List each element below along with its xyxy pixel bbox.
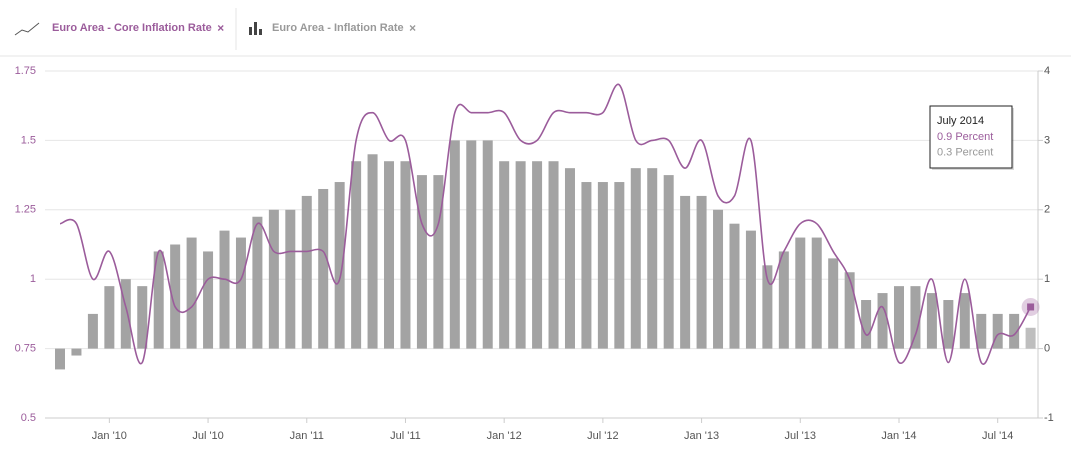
bar xyxy=(795,237,806,349)
bar xyxy=(235,237,246,349)
bar xyxy=(910,286,921,349)
bar xyxy=(400,161,411,349)
bar xyxy=(614,182,625,349)
bar xyxy=(318,188,329,349)
bar xyxy=(548,161,559,349)
bar xyxy=(416,175,427,349)
tooltip-title: July 2014 xyxy=(937,115,984,127)
bar xyxy=(55,348,65,370)
bar xyxy=(680,195,691,349)
line-icon xyxy=(14,22,40,36)
tab-bar xyxy=(0,0,1071,56)
tooltip-box xyxy=(929,105,1013,169)
bar xyxy=(71,348,82,356)
y2-tick-label: 0 xyxy=(1044,343,1050,355)
x-tick-label: Jul '13 xyxy=(785,430,816,442)
y-tick-label: 0.5 xyxy=(21,412,36,424)
bar xyxy=(828,258,839,349)
y-tick-label: 1.75 xyxy=(15,65,36,77)
tooltip-line: 0.3 Percent xyxy=(937,146,993,158)
bar xyxy=(482,140,493,349)
x-tick-label: Jul '14 xyxy=(982,430,1013,442)
x-tick-label: Jan '13 xyxy=(684,430,719,442)
bar xyxy=(532,161,543,349)
bar xyxy=(861,300,872,349)
y-tick-label: 1.5 xyxy=(21,134,36,146)
bar xyxy=(499,161,510,349)
y2-tick-label: -1 xyxy=(1044,412,1054,424)
x-tick-label: Jan '10 xyxy=(92,430,127,442)
bar xyxy=(1025,327,1036,349)
bar xyxy=(647,168,658,349)
bar xyxy=(778,251,789,349)
x-tick-label: Jan '12 xyxy=(487,430,522,442)
tooltip-line: 0.9 Percent xyxy=(937,131,993,143)
bar xyxy=(696,195,707,349)
bar xyxy=(351,161,362,349)
bar xyxy=(301,195,312,349)
bar xyxy=(170,244,181,349)
bar xyxy=(877,293,888,349)
bar xyxy=(449,140,460,349)
x-tick-label: Jul '11 xyxy=(390,430,421,442)
bar xyxy=(268,209,279,349)
bar-icon xyxy=(249,22,262,35)
bar xyxy=(203,251,214,349)
line xyxy=(59,83,1032,365)
bar xyxy=(186,237,197,349)
y-tick-label: 0.75 xyxy=(15,343,36,355)
hover-marker xyxy=(1027,303,1035,311)
bar xyxy=(943,300,954,349)
bar xyxy=(564,168,575,349)
bar xyxy=(811,237,822,349)
bar xyxy=(87,313,98,349)
bar xyxy=(959,293,970,349)
bar xyxy=(153,251,164,349)
bar xyxy=(1009,313,1020,349)
x-tick-label: Jul '10 xyxy=(192,430,223,442)
legend-entry: Euro Area - Core Inflation Rate xyxy=(52,22,212,34)
bar xyxy=(663,175,674,349)
bar xyxy=(120,279,131,349)
y2-tick-label: 1 xyxy=(1044,273,1050,285)
x-tick-label: Jan '14 xyxy=(881,430,916,442)
bar xyxy=(713,209,724,349)
legend-entry: Euro Area - Inflation Rate xyxy=(272,22,404,34)
bar xyxy=(384,161,395,349)
tooltip: July 2014 0.9 Percent 0.3 Percent xyxy=(929,105,1014,170)
y-tick-label: 1 xyxy=(30,273,36,285)
bar xyxy=(745,230,756,349)
bar xyxy=(976,313,987,349)
bar xyxy=(992,313,1003,349)
x-tick-label: Jan '11 xyxy=(290,430,324,442)
bar xyxy=(926,293,937,349)
y2-tick-label: 4 xyxy=(1044,65,1050,77)
bar xyxy=(367,154,378,349)
bar xyxy=(219,230,230,349)
bar xyxy=(515,161,526,349)
bar xyxy=(285,209,296,349)
bar xyxy=(104,286,115,349)
bar xyxy=(630,168,641,349)
y-tick-label: 1.25 xyxy=(15,204,36,216)
bar xyxy=(893,286,904,349)
y2-tick-label: 2 xyxy=(1044,204,1050,216)
bar xyxy=(433,175,444,349)
bar xyxy=(844,272,855,349)
y2-tick-label: 3 xyxy=(1044,134,1050,146)
bar xyxy=(762,265,773,349)
x-tick-label: Jul '12 xyxy=(587,430,618,442)
bar xyxy=(334,182,345,349)
bar xyxy=(252,216,263,349)
bar xyxy=(597,182,608,349)
legend-close xyxy=(409,25,416,31)
bar xyxy=(729,223,740,349)
legend-close xyxy=(217,25,224,31)
bar xyxy=(466,140,477,349)
bar xyxy=(581,182,592,349)
bar xyxy=(137,286,148,349)
